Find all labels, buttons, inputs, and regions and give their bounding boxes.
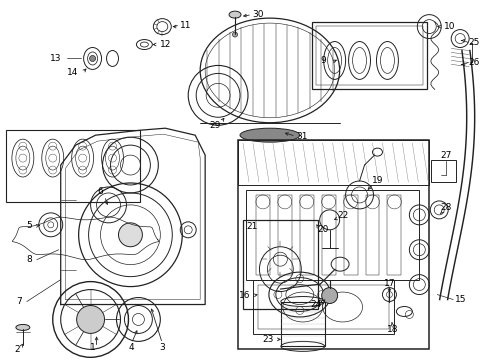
Text: 4: 4	[128, 343, 134, 352]
Bar	[277, 195, 291, 275]
Text: 3: 3	[159, 343, 165, 352]
Bar	[6, 130, 140, 202]
Text: 5: 5	[26, 221, 32, 230]
Text: 8: 8	[26, 255, 32, 264]
Bar	[365, 195, 379, 275]
Text: 25: 25	[468, 38, 479, 47]
Text: 28: 28	[440, 203, 451, 212]
Bar	[255, 195, 269, 275]
Bar	[386, 195, 401, 275]
Bar	[258, 285, 388, 329]
Bar	[280, 302, 324, 346]
Bar	[238, 140, 428, 349]
Text: 12: 12	[159, 40, 171, 49]
Text: 9: 9	[320, 56, 326, 65]
Circle shape	[89, 55, 95, 62]
Bar	[321, 195, 335, 275]
Text: 20: 20	[316, 225, 328, 234]
Circle shape	[118, 223, 142, 247]
Text: 2: 2	[14, 345, 20, 354]
Text: 26: 26	[468, 58, 479, 67]
Ellipse shape	[228, 11, 241, 18]
Bar	[430, 160, 455, 182]
Text: 7: 7	[16, 297, 21, 306]
Circle shape	[77, 306, 104, 333]
Ellipse shape	[16, 324, 30, 330]
Text: 24: 24	[309, 300, 321, 309]
Text: 18: 18	[386, 325, 397, 334]
Bar	[299, 195, 313, 275]
Text: 17: 17	[383, 279, 394, 288]
Ellipse shape	[240, 128, 299, 142]
Bar	[245, 190, 419, 280]
Text: 29: 29	[209, 121, 221, 130]
Bar	[316, 26, 422, 85]
Text: 15: 15	[454, 295, 466, 304]
Text: 10: 10	[443, 22, 454, 31]
Bar	[343, 195, 357, 275]
Bar	[238, 140, 428, 185]
Bar	[312, 22, 426, 89]
Text: 13: 13	[50, 54, 61, 63]
Text: 19: 19	[371, 176, 383, 185]
Text: 23: 23	[262, 335, 273, 344]
Text: 11: 11	[179, 21, 191, 30]
Bar	[252, 280, 394, 334]
Bar	[243, 220, 317, 310]
Text: 1: 1	[89, 343, 95, 352]
Text: 16: 16	[239, 291, 250, 300]
Text: 30: 30	[252, 10, 263, 19]
Circle shape	[321, 288, 337, 303]
Text: 31: 31	[295, 132, 307, 141]
Text: 14: 14	[67, 68, 78, 77]
Text: 21: 21	[246, 222, 257, 231]
Text: 22: 22	[336, 211, 347, 220]
Text: 27: 27	[440, 150, 451, 159]
Ellipse shape	[232, 32, 237, 37]
Text: 6: 6	[98, 188, 103, 197]
